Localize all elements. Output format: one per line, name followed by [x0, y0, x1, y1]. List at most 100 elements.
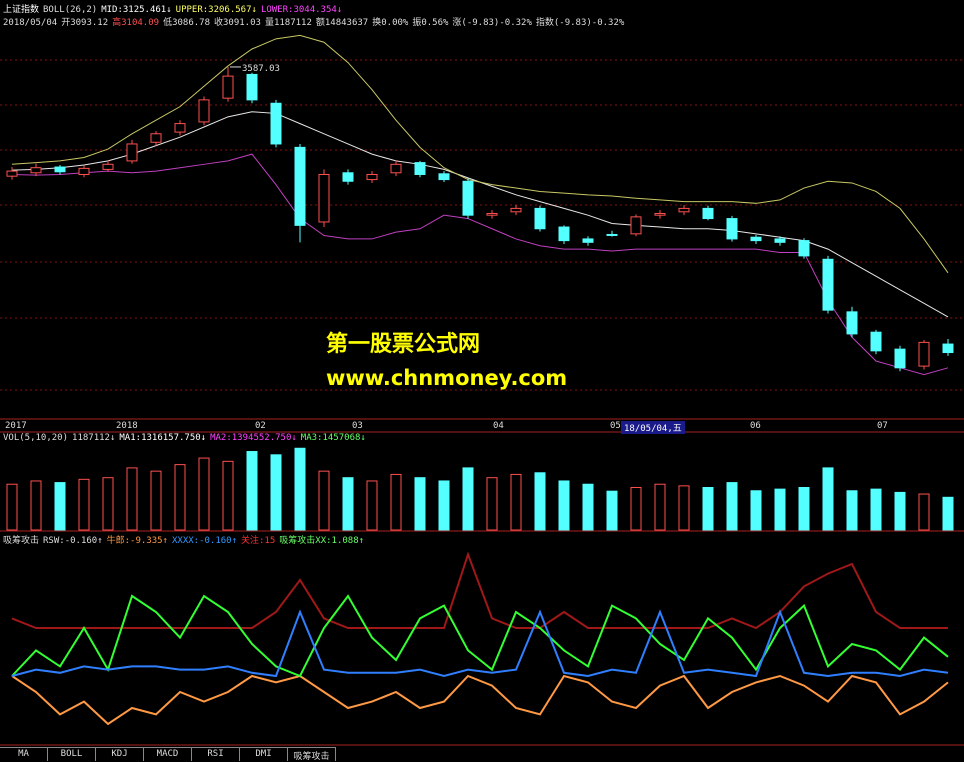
series-line — [11, 551, 948, 630]
volume-bar — [102, 477, 114, 531]
date-label: 05 — [610, 421, 621, 431]
header-item: MA3:1457068↓ — [300, 433, 366, 443]
header-item: 高3104.09 — [112, 18, 160, 28]
header-item: RSW:-0.160↑ — [43, 536, 103, 546]
candle-body — [918, 341, 930, 367]
candle-body — [270, 102, 282, 145]
volume-bar — [438, 480, 450, 531]
candle-body — [246, 73, 258, 101]
panel-header: VOL(5,10,20) 1187112↓ MA1:1316157.750↓ MA2:… — [3, 433, 370, 443]
volume-bar — [342, 477, 354, 531]
date-label: 2018 — [116, 421, 138, 431]
header-item: 额14843637 — [315, 18, 369, 28]
volume-bar — [582, 483, 594, 531]
volume-bar — [78, 478, 90, 531]
volume-bar — [918, 493, 930, 531]
candle-body — [798, 240, 810, 257]
candle-body — [822, 258, 834, 311]
volume-bar — [318, 470, 330, 531]
price-grid — [0, 59, 964, 391]
header-item: 指数(-9.83)-0.32% — [535, 18, 625, 28]
candle-body — [54, 166, 66, 173]
volume-bar — [414, 477, 426, 531]
volume-bar — [510, 473, 522, 531]
header-item: 关注:15 — [241, 536, 276, 546]
header-item: MID:3125.461↓ — [101, 5, 172, 15]
date-label: 04 — [493, 421, 504, 431]
candle-body — [174, 123, 186, 133]
series-line — [11, 674, 949, 726]
candle-body — [126, 143, 138, 162]
candle-body — [678, 207, 690, 213]
header-item: 吸筹攻击 — [3, 536, 40, 546]
volume-bar — [126, 467, 138, 531]
volume-bar — [942, 496, 954, 531]
candle-body — [534, 207, 546, 230]
candle-body — [78, 167, 90, 175]
volume-bar — [174, 464, 186, 531]
tab[interactable]: RSI — [192, 747, 240, 761]
volume-bar — [294, 447, 306, 531]
header-item: 吸筹攻击XX:1.088↑ — [279, 536, 365, 546]
series-line — [11, 609, 949, 678]
volume-bar — [30, 480, 42, 531]
series-line — [11, 34, 949, 274]
tab[interactable]: MACD — [144, 747, 192, 761]
volume-bar — [630, 487, 642, 531]
header-item: 换0.00% — [372, 18, 409, 28]
header-item: 低3086.78 — [163, 18, 210, 28]
series-line — [11, 153, 949, 376]
volume-bar — [534, 472, 546, 531]
watermark-title: 第一股票公式网 — [326, 332, 481, 357]
header-item: MA1:1316157.750↓ — [119, 433, 207, 443]
date-label: 02 — [255, 421, 266, 431]
header-item: MA2:1394552.750↓ — [210, 433, 297, 443]
candle-body — [414, 162, 426, 175]
candle-body — [438, 173, 450, 181]
volume-bar — [246, 451, 258, 531]
header-item: 上证指数 — [3, 5, 40, 15]
candle-body — [846, 311, 858, 335]
header-item: 量1187112 — [264, 18, 312, 28]
panel-header: 2018/05/04 开3093.12 高3104.09 低3086.78 收3091.… — [3, 15, 628, 28]
header-item: 牛郎:-9.335↑ — [106, 536, 168, 546]
candle-body — [606, 233, 618, 236]
panel-header: 上证指数 BOLL(26,2) MID:3125.461↓ UPPER:3206.56… — [3, 2, 346, 15]
candle-body — [318, 173, 330, 223]
candle-body — [102, 163, 114, 170]
candle-body — [6, 170, 18, 177]
volume-bar — [222, 460, 234, 531]
candle-body — [510, 207, 522, 213]
candle-body — [702, 207, 714, 220]
volume-bar — [462, 467, 474, 531]
candle-body — [150, 133, 162, 143]
volume-bar — [54, 482, 66, 531]
watermark-url: www.chnmoney.com — [326, 366, 568, 390]
volume-bar — [150, 470, 162, 531]
candle-body — [774, 238, 786, 243]
tab[interactable]: BOLL — [48, 747, 96, 761]
candle-body — [942, 343, 954, 354]
header-item: UPPER:3206.567↓ — [175, 5, 257, 15]
volume-bar — [702, 487, 714, 531]
cursor-date: 18/05/04,五 — [621, 421, 685, 434]
header-item: VOL(5,10,20) — [3, 433, 69, 443]
volume-bar — [270, 454, 282, 531]
tab-bar: MA BOLL KDJ MACD RSI DMI 吸筹攻击 — [0, 747, 964, 762]
tab[interactable]: 吸筹攻击 — [288, 747, 336, 762]
tab[interactable]: MA — [0, 747, 48, 761]
candle-body — [462, 180, 474, 216]
volume-bar — [558, 480, 570, 531]
tab[interactable]: DMI — [240, 747, 288, 761]
candle-body — [726, 218, 738, 240]
candle-body — [630, 216, 642, 235]
date-label: 2017 — [5, 421, 27, 431]
panel-header: 吸筹攻击 RSW:-0.160↑ 牛郎:-9.335↑ XXXX:-0.160↑ 关注:… — [3, 533, 368, 546]
volume-bar — [846, 490, 858, 531]
volume-bar — [870, 488, 882, 531]
tab[interactable]: KDJ — [96, 747, 144, 761]
header-item: 1187112↓ — [72, 433, 116, 443]
candle-body — [198, 99, 210, 123]
header-item: XXXX:-0.160↑ — [171, 536, 238, 546]
